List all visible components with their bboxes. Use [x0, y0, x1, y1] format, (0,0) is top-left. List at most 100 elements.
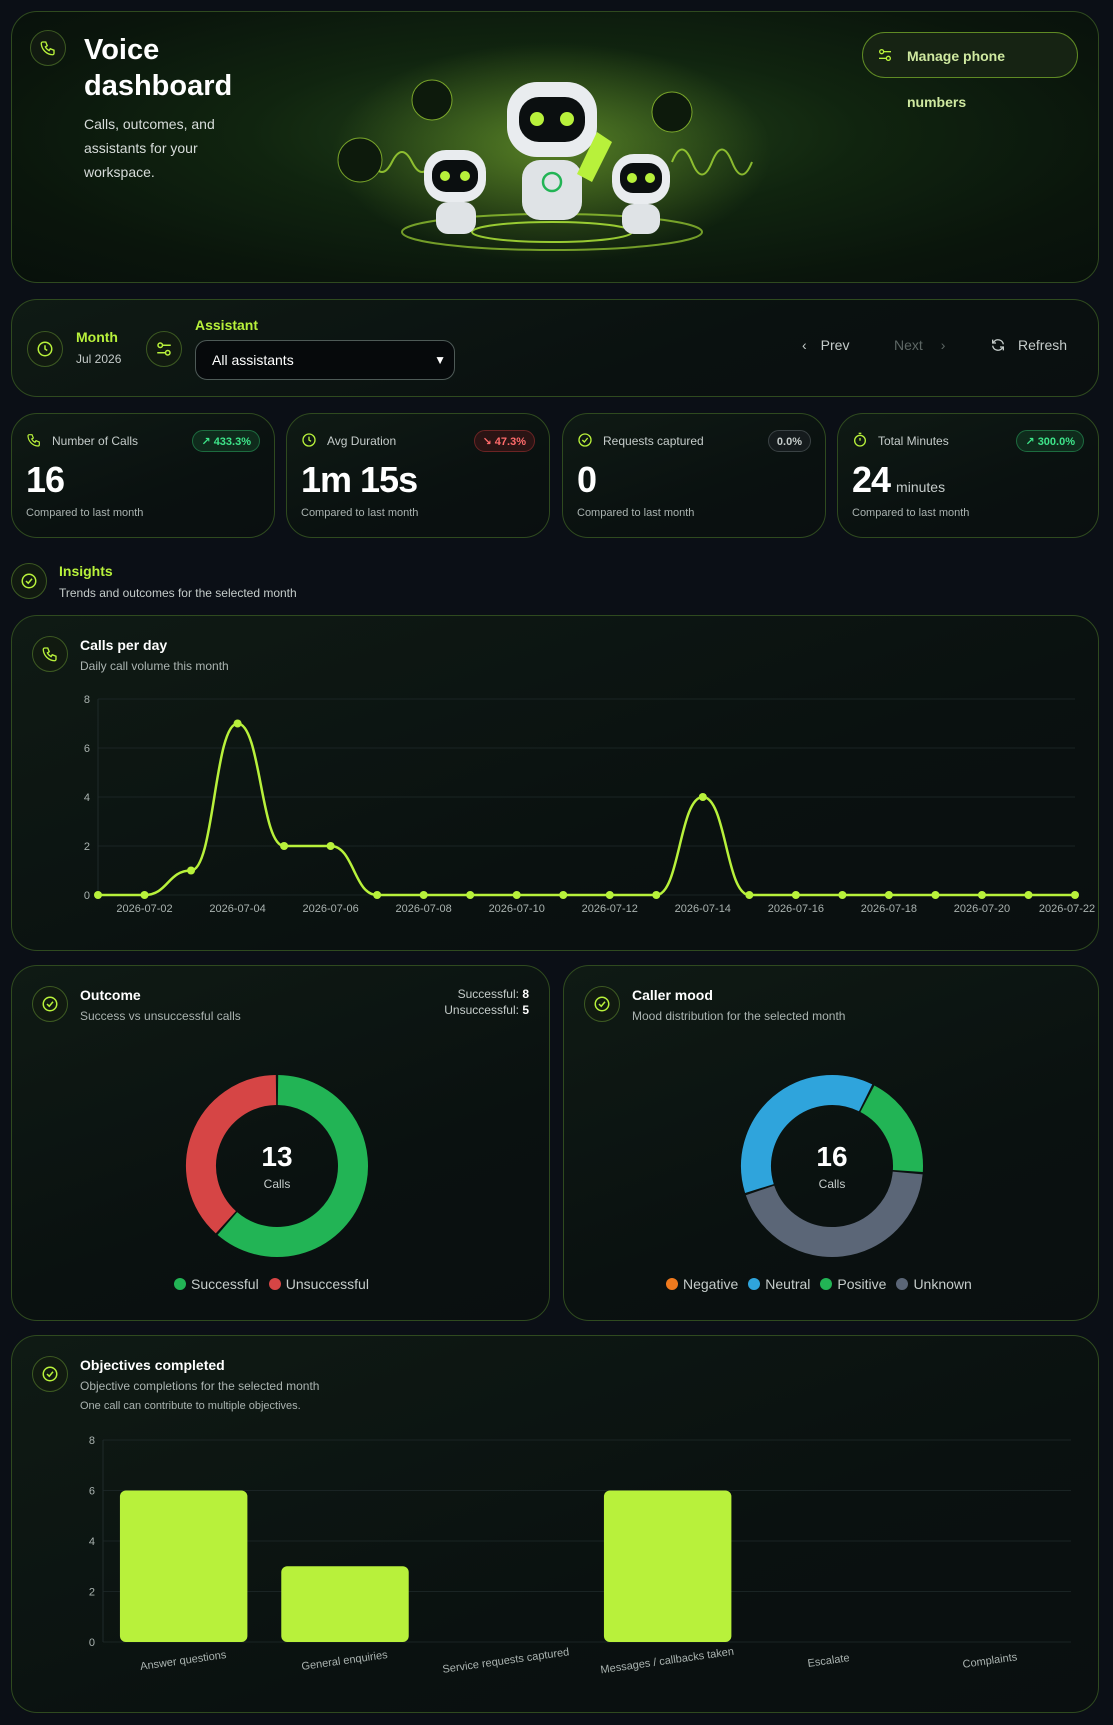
stat-value: 1m 15s	[301, 459, 418, 500]
manage-phone-numbers-button[interactable]: Manage phone numbers	[862, 32, 1078, 110]
data-point	[977, 891, 986, 899]
stat-value: 0	[577, 459, 597, 500]
prev-button[interactable]: ‹ Prev	[802, 334, 849, 356]
bar	[119, 1490, 248, 1642]
chart-subtitle: Objective completions for the selected m…	[80, 1379, 320, 1393]
chart-title: Calls per day	[80, 637, 168, 653]
stat-label: Total Minutes	[878, 434, 949, 448]
donut-slice	[745, 1171, 923, 1257]
legend-label: Unknown	[913, 1276, 972, 1292]
data-point	[233, 719, 242, 728]
trend-badge: ↗ 300.0%	[1016, 430, 1084, 452]
data-point	[140, 891, 149, 899]
chart-legend: Negative Neutral Positive Unknown	[666, 1276, 982, 1292]
donut-slice	[217, 1075, 368, 1257]
series-line	[98, 722, 1075, 897]
stat-card-calls: Number of Calls ↗ 433.3% 16 Compared to …	[11, 413, 275, 538]
x-tick-label: 2026-07-04	[209, 903, 265, 915]
data-point	[1024, 891, 1033, 899]
data-point	[512, 891, 521, 899]
y-tick-label: 6	[84, 743, 90, 755]
clock-icon	[27, 331, 63, 367]
outcome-summary: Successful: 8 Unsuccessful: 5	[444, 987, 529, 1017]
phone-icon	[27, 434, 40, 447]
chart-subtitle: Mood distribution for the selected month	[632, 1009, 846, 1023]
assistant-label: Assistant	[195, 317, 259, 333]
x-tick-label: 2026-07-02	[116, 903, 172, 915]
legend-label: Neutral	[765, 1276, 811, 1292]
legend-dot	[748, 1278, 761, 1290]
objectives-card: Objectives completed Objective completio…	[11, 1335, 1099, 1713]
legend-item: Unsuccessful	[268, 1276, 369, 1292]
x-tick-label: 2026-07-12	[582, 903, 638, 915]
x-tick-label: Service requests captured	[442, 1646, 570, 1676]
bar	[603, 1490, 732, 1642]
legend-item: Unknown	[896, 1276, 972, 1292]
month-value: Jul 2026	[76, 352, 122, 366]
calls-per-day-chart: 0 2 4 6 8 2026-07-02 2026-07-04 2026-07-06 2026-…	[84, 694, 1095, 915]
bar	[281, 1566, 409, 1642]
donut-center: 13 Calls	[261, 1141, 293, 1191]
y-tick-label: 4	[89, 1536, 95, 1548]
check-circle-icon	[32, 986, 68, 1022]
stat-card-requests: Requests captured 0.0% 0 Compared to las…	[562, 413, 826, 538]
chart-title: Caller mood	[632, 987, 713, 1003]
data-point	[280, 842, 289, 850]
next-button[interactable]: Next ›	[894, 334, 945, 356]
check-circle-icon	[584, 986, 620, 1022]
y-tick-label: 4	[84, 792, 90, 804]
chart-legend: Successful Unsuccessful	[174, 1276, 379, 1292]
legend-item: Neutral	[748, 1276, 810, 1292]
y-tick-label: 0	[89, 1637, 95, 1649]
chart-subtitle: Success vs unsuccessful calls	[80, 1009, 241, 1023]
stat-label: Number of Calls	[52, 434, 139, 448]
legend-item: Positive	[820, 1276, 886, 1292]
stat-label: Requests captured	[603, 434, 704, 448]
prev-label: Prev	[820, 337, 850, 353]
caller-mood-card: Caller mood Mood distribution for the se…	[563, 965, 1099, 1321]
legend-label: Positive	[837, 1276, 887, 1292]
assistant-select[interactable]: All assistants ▼	[195, 340, 455, 380]
x-tick-label: 2026-07-10	[489, 903, 545, 915]
x-tick-label: Complaints	[962, 1651, 1019, 1671]
stat-label: Avg Duration	[327, 434, 397, 448]
data-point	[698, 793, 707, 801]
page-title: Voice dashboard	[84, 34, 233, 102]
stat-compare: Compared to last month	[852, 507, 970, 519]
data-point	[605, 891, 614, 899]
data-point	[931, 891, 940, 899]
check-circle-icon	[578, 433, 592, 447]
x-tick-label: 2026-07-22	[1039, 903, 1095, 915]
chevron-left-icon: ‹	[802, 337, 807, 353]
refresh-button[interactable]: Refresh	[990, 334, 1067, 356]
stat-compare: Compared to last month	[26, 507, 144, 519]
sliders-icon	[146, 331, 182, 367]
data-point	[94, 891, 102, 899]
x-tick-label: 2026-07-14	[675, 903, 731, 915]
data-point	[791, 891, 800, 899]
legend-dot	[174, 1278, 186, 1290]
refresh-label: Refresh	[1018, 337, 1068, 353]
check-circle-icon	[32, 1356, 68, 1392]
donut-center: 16 Calls	[816, 1141, 848, 1191]
phone-icon	[32, 636, 68, 672]
data-point	[884, 891, 893, 899]
legend-label: Unsuccessful	[285, 1276, 369, 1292]
donut-slice	[859, 1085, 923, 1172]
stat-value: 24 minutes	[852, 459, 946, 500]
x-tick-label: General enquiries	[301, 1649, 389, 1673]
stat-compare: Compared to last month	[301, 507, 419, 519]
data-point	[1071, 891, 1079, 899]
legend-dot	[268, 1278, 281, 1290]
legend-item: Successful	[174, 1276, 259, 1292]
hero-banner: Voice dashboard Calls, outcomes, and ass…	[11, 11, 1099, 283]
stat-compare: Compared to last month	[577, 507, 695, 519]
stat-card-avg-duration: Avg Duration ↘ 47.3% 1m 15s Compared to …	[286, 413, 550, 538]
y-tick-label: 8	[84, 694, 90, 706]
legend-dot	[666, 1278, 678, 1290]
chart-title: Objectives completed	[80, 1357, 225, 1373]
x-tick-label: 2026-07-16	[768, 903, 824, 915]
data-point	[559, 891, 568, 899]
check-circle-icon	[11, 563, 47, 599]
mood-donut-chart	[741, 1075, 923, 1257]
